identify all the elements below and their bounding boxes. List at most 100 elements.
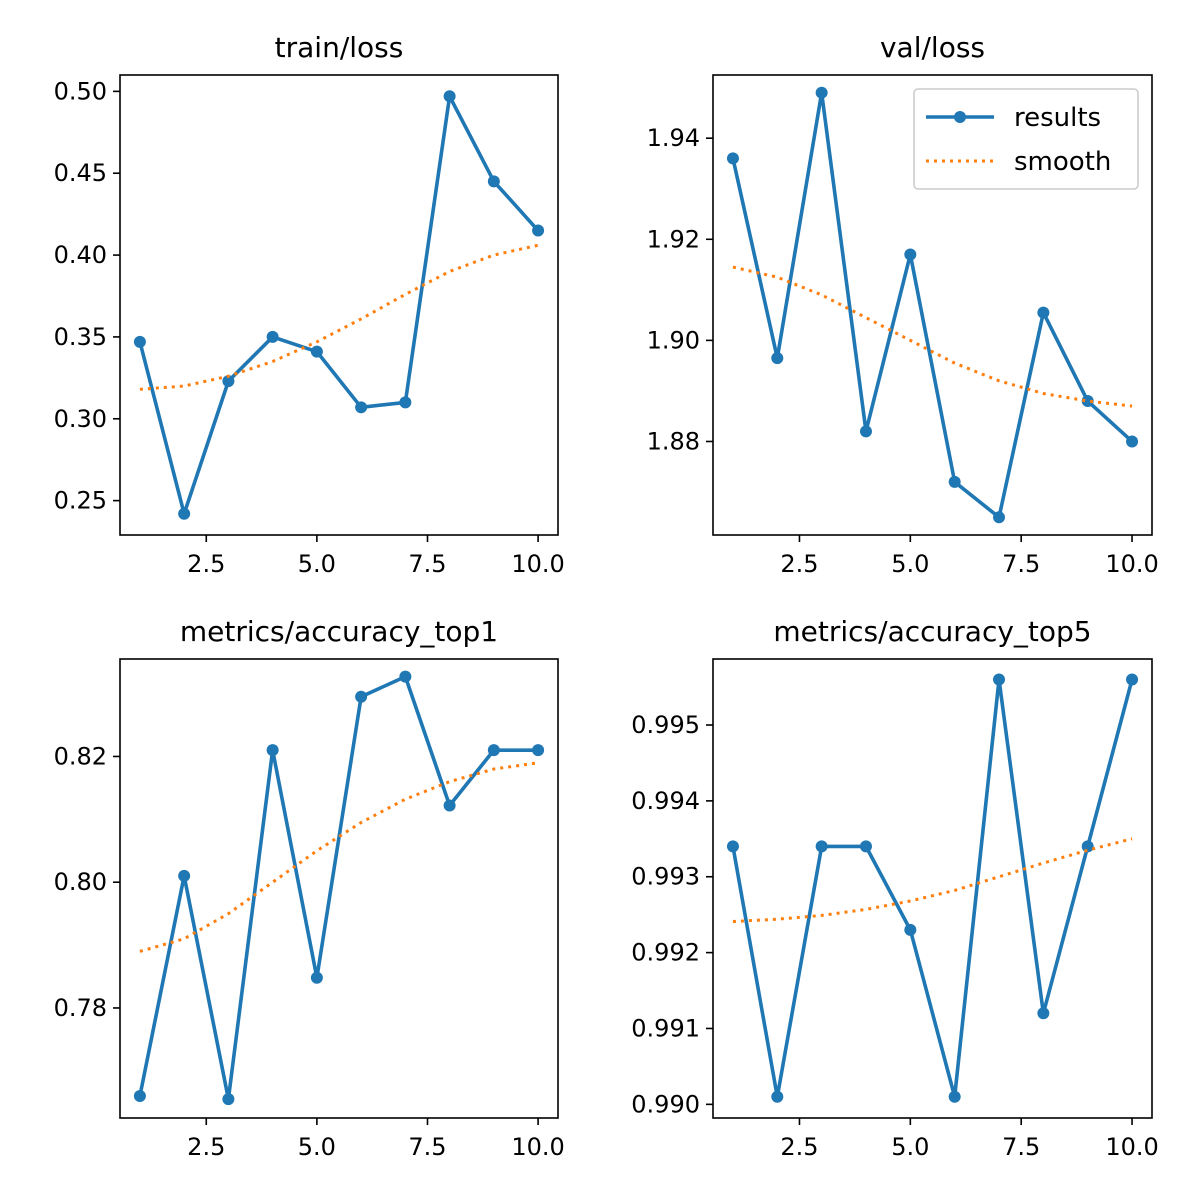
data-point-results <box>178 507 191 520</box>
y-tick-label: 0.991 <box>631 1014 700 1042</box>
y-tick-label: 1.88 <box>647 427 700 455</box>
data-point-results <box>948 475 961 488</box>
chart-title: metrics/accuracy_top1 <box>180 615 498 648</box>
data-point-results <box>815 840 828 853</box>
y-tick-label: 0.78 <box>54 994 107 1022</box>
data-point-results <box>266 744 279 757</box>
series-line-results <box>731 90 1134 520</box>
data-point-results <box>399 396 412 409</box>
y-tick-label: 0.40 <box>54 241 107 269</box>
data-point-results <box>443 90 456 103</box>
x-tick-label: 5.0 <box>298 550 336 578</box>
axes-frame <box>119 74 559 536</box>
axes-frame <box>119 658 559 1119</box>
legend-label-smooth: smooth <box>1014 147 1111 177</box>
y-tick-label: 0.995 <box>631 711 700 739</box>
data-point-results <box>1126 435 1139 448</box>
data-point-results <box>399 670 412 683</box>
data-point-results <box>222 1093 235 1106</box>
data-point-results <box>993 673 1006 686</box>
series-line-smooth <box>139 243 539 391</box>
data-point-results <box>726 840 739 853</box>
data-point-results <box>266 330 279 343</box>
data-point-results <box>904 923 917 936</box>
data-point-results <box>310 345 323 358</box>
chart-title: train/loss <box>275 31 404 64</box>
y-tick-label: 1.94 <box>647 124 700 152</box>
y-tick-label: 0.45 <box>54 159 107 187</box>
x-tick-label: 7.5 <box>1002 550 1040 578</box>
data-point-results <box>726 152 739 165</box>
x-tick-label: 7.5 <box>408 1133 446 1161</box>
data-point-results <box>355 690 368 703</box>
x-tick-label: 5.0 <box>298 1133 336 1161</box>
y-tick-label: 0.30 <box>54 405 107 433</box>
data-point-results <box>222 375 235 388</box>
x-tick-label: 10.0 <box>511 550 564 578</box>
series-line-smooth <box>732 837 1133 923</box>
axes-frame <box>712 74 1153 536</box>
x-tick-label: 2.5 <box>187 550 225 578</box>
x-tick-label: 10.0 <box>511 1133 564 1161</box>
x-tick-label: 7.5 <box>408 550 446 578</box>
legend-label-results: results <box>1014 103 1101 133</box>
data-point-results <box>1037 306 1050 319</box>
data-point-results <box>815 86 828 99</box>
x-tick-label: 7.5 <box>1002 1133 1040 1161</box>
chart-title: metrics/accuracy_top5 <box>773 615 1091 648</box>
x-tick-label: 5.0 <box>891 550 929 578</box>
legend: results smooth <box>913 88 1139 190</box>
x-tick-label: 10.0 <box>1105 550 1158 578</box>
y-tick-label: 0.80 <box>54 868 107 896</box>
x-tick-label: 10.0 <box>1105 1133 1158 1161</box>
data-point-results <box>771 352 784 365</box>
y-tick-label: 0.50 <box>54 77 107 105</box>
axes-frame <box>712 658 1153 1119</box>
y-tick-label: 1.90 <box>647 326 700 354</box>
y-tick-label: 0.990 <box>631 1090 700 1118</box>
data-point-results <box>487 175 500 188</box>
data-point-results <box>532 744 545 757</box>
data-point-results <box>355 401 368 414</box>
data-point-results <box>859 425 872 438</box>
data-point-results <box>1037 1007 1050 1020</box>
data-point-results <box>487 744 500 757</box>
data-point-results <box>1081 840 1094 853</box>
data-point-results <box>1081 395 1094 408</box>
y-tick-label: 0.25 <box>54 487 107 515</box>
data-point-results <box>133 335 146 348</box>
y-tick-label: 0.992 <box>631 939 700 967</box>
data-point-results <box>859 840 872 853</box>
series-line-smooth <box>139 761 539 953</box>
chart-panel-3: metrics/accuracy_top1 2.5 5.0 7.5 10.0 0.78 0.… <box>54 615 565 1161</box>
data-point-results <box>1126 673 1139 686</box>
series-line-results <box>138 674 539 1101</box>
data-point-results <box>771 1090 784 1103</box>
data-point-results <box>133 1089 146 1102</box>
chart-panel-4: metrics/accuracy_top5 2.5 5.0 7.5 10.0 0.990 0… <box>631 615 1158 1161</box>
x-tick-label: 2.5 <box>780 1133 818 1161</box>
x-tick-label: 2.5 <box>780 550 818 578</box>
series-line-smooth <box>732 265 1133 408</box>
legend-box <box>913 88 1139 190</box>
chart-title: val/loss <box>880 31 985 64</box>
data-point-results <box>948 1090 961 1103</box>
y-tick-label: 0.35 <box>54 323 107 351</box>
chart-panel-1: train/loss 2.5 5.0 7.5 10.0 0.25 0.30 0.35 0.40 0… <box>54 31 565 578</box>
data-point-results <box>532 224 545 237</box>
series-line-results <box>731 677 1134 1099</box>
y-tick-label: 0.994 <box>631 787 700 815</box>
series-line-results <box>138 94 540 516</box>
data-point-results <box>443 799 456 812</box>
y-tick-label: 1.92 <box>647 225 700 253</box>
legend-marker-results <box>954 111 966 123</box>
x-tick-label: 5.0 <box>891 1133 929 1161</box>
y-tick-label: 0.82 <box>54 742 107 770</box>
data-point-results <box>178 869 191 882</box>
y-tick-label: 0.993 <box>631 863 700 891</box>
data-point-results <box>904 248 917 261</box>
chart-panel-2: val/loss 2.5 5.0 7.5 10.0 1.88 1.90 1.92 1.94 <box>647 31 1159 578</box>
x-tick-label: 2.5 <box>187 1133 225 1161</box>
